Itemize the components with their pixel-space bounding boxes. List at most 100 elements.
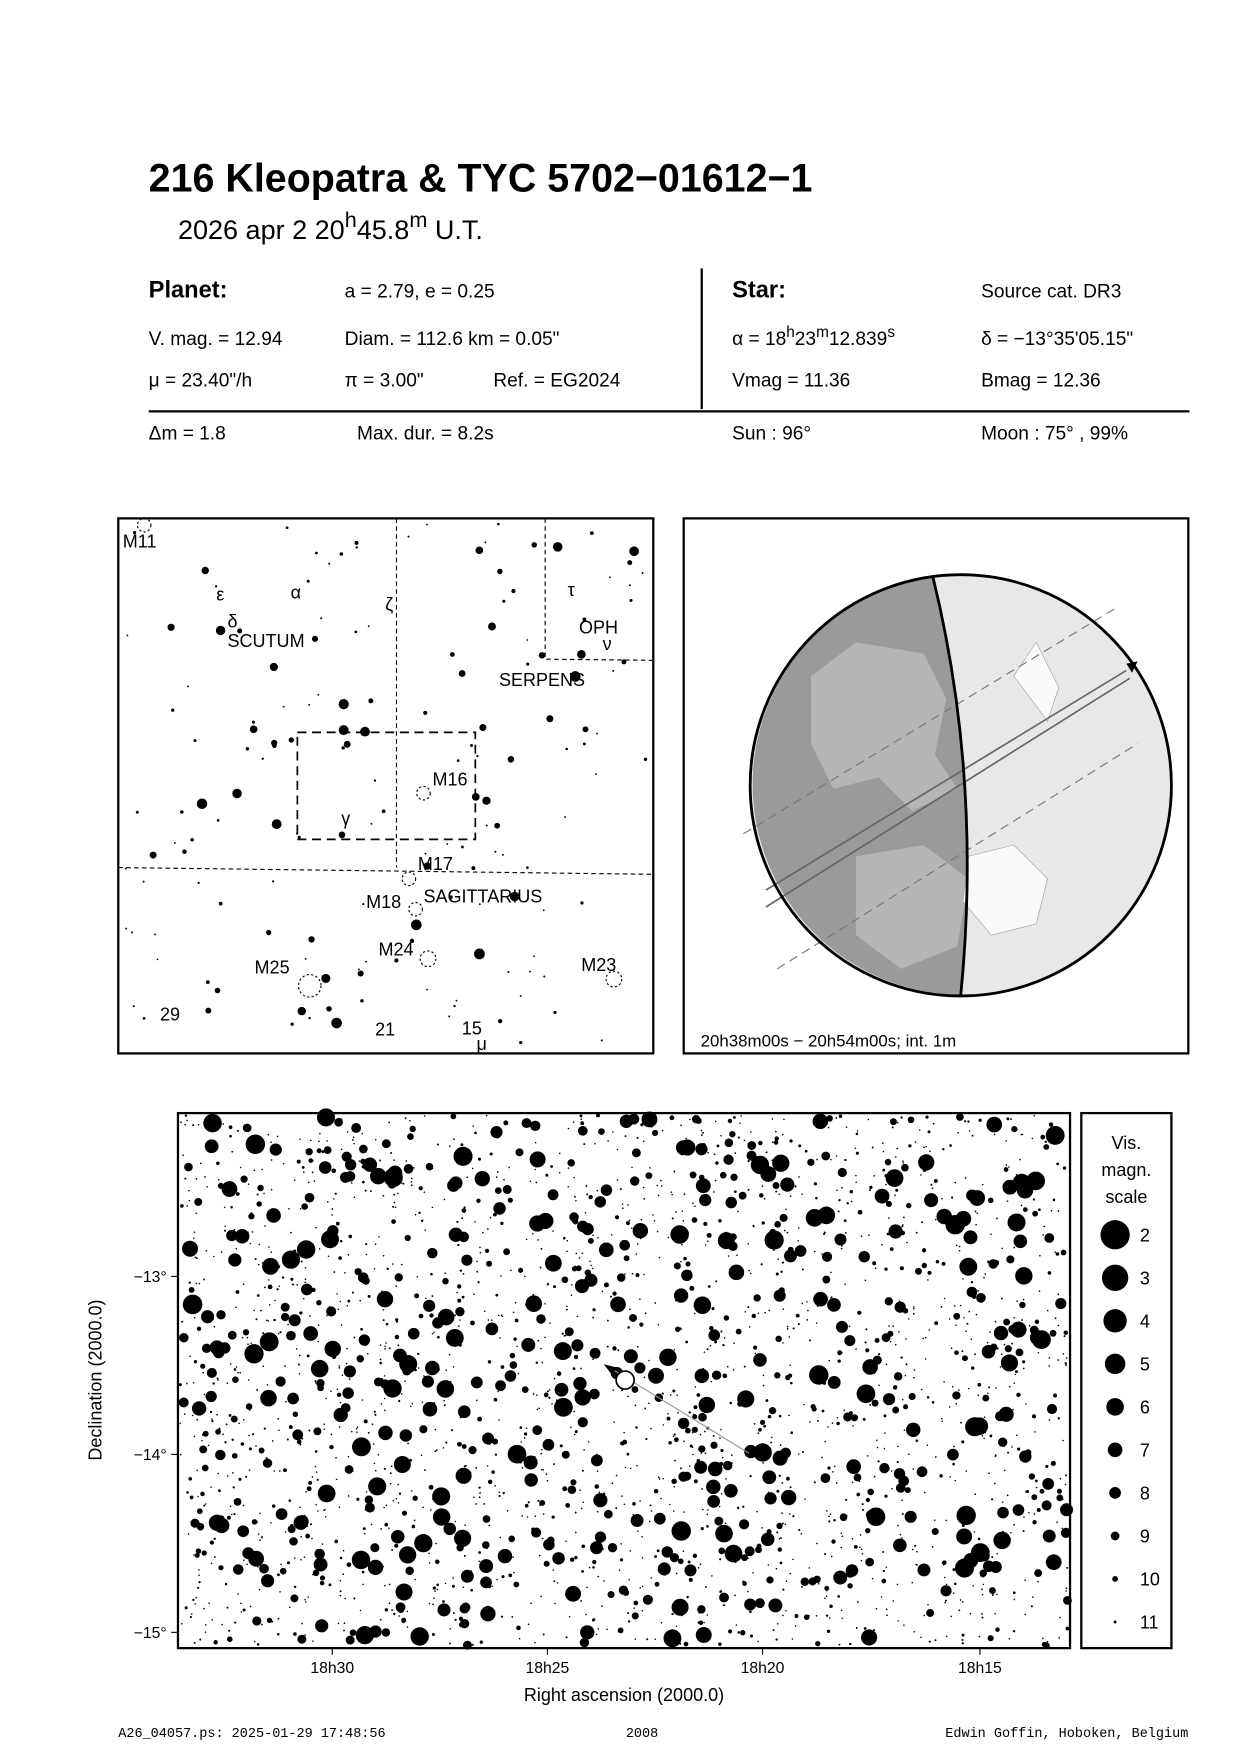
star bbox=[711, 1370, 722, 1380]
star bbox=[393, 1456, 411, 1474]
star bbox=[1024, 1613, 1027, 1616]
star bbox=[753, 1345, 758, 1350]
star bbox=[553, 1010, 557, 1014]
star bbox=[203, 1278, 206, 1281]
star bbox=[436, 1588, 439, 1591]
star bbox=[776, 1489, 780, 1493]
star bbox=[196, 1508, 203, 1515]
star bbox=[424, 852, 427, 855]
star bbox=[484, 541, 487, 544]
star bbox=[940, 1220, 943, 1223]
star bbox=[315, 1619, 329, 1633]
star bbox=[230, 1206, 233, 1209]
star bbox=[778, 1414, 782, 1418]
star bbox=[630, 1514, 644, 1527]
star bbox=[246, 1336, 249, 1339]
star bbox=[725, 1478, 727, 1480]
star bbox=[339, 552, 344, 556]
star bbox=[425, 1360, 440, 1376]
star bbox=[457, 1298, 462, 1303]
star bbox=[758, 1427, 762, 1432]
star bbox=[588, 1566, 591, 1569]
star bbox=[261, 757, 264, 760]
star bbox=[204, 1175, 206, 1178]
star bbox=[581, 1223, 594, 1236]
star bbox=[539, 1266, 542, 1269]
finder-label: M17 bbox=[418, 854, 453, 874]
star bbox=[903, 1429, 906, 1431]
star bbox=[213, 1537, 216, 1540]
star bbox=[994, 1612, 996, 1615]
star bbox=[943, 1576, 946, 1579]
star bbox=[394, 1334, 400, 1340]
finder-label: M25 bbox=[255, 957, 290, 977]
star bbox=[902, 1224, 904, 1226]
star bbox=[882, 1551, 885, 1554]
star bbox=[391, 1548, 394, 1551]
star bbox=[861, 1508, 865, 1511]
star bbox=[623, 1255, 630, 1262]
star bbox=[619, 1114, 634, 1128]
star bbox=[1063, 1335, 1066, 1338]
star bbox=[268, 1279, 270, 1281]
star bbox=[890, 1470, 893, 1472]
star bbox=[734, 1152, 737, 1155]
star bbox=[960, 1421, 962, 1424]
star bbox=[859, 1534, 862, 1536]
star bbox=[768, 1598, 783, 1613]
star bbox=[617, 1627, 624, 1634]
star bbox=[824, 1440, 826, 1443]
star bbox=[950, 1615, 953, 1618]
star bbox=[351, 1550, 371, 1570]
star bbox=[460, 1569, 474, 1583]
star bbox=[507, 756, 515, 763]
star bbox=[271, 1620, 274, 1623]
star bbox=[384, 1409, 386, 1412]
star bbox=[931, 1401, 935, 1404]
star bbox=[351, 1123, 362, 1133]
star bbox=[398, 1615, 400, 1617]
text-part: h bbox=[786, 323, 795, 340]
star bbox=[201, 1550, 207, 1556]
star bbox=[821, 1253, 823, 1255]
star bbox=[993, 1133, 996, 1136]
star bbox=[423, 1191, 426, 1193]
star bbox=[409, 1119, 411, 1122]
text-part: 2026 apr 2 20 bbox=[178, 215, 345, 245]
star bbox=[572, 1121, 575, 1123]
star bbox=[882, 1569, 885, 1573]
star bbox=[281, 1276, 285, 1279]
star bbox=[648, 1520, 651, 1523]
star bbox=[452, 1366, 455, 1368]
star bbox=[673, 1262, 681, 1270]
star bbox=[542, 909, 545, 912]
star bbox=[323, 1428, 326, 1430]
star bbox=[479, 1492, 481, 1494]
scale-title: scale bbox=[1105, 1187, 1147, 1207]
star bbox=[747, 1141, 757, 1150]
star bbox=[402, 1182, 405, 1185]
star bbox=[293, 1557, 296, 1559]
star bbox=[248, 1447, 252, 1451]
star bbox=[718, 1547, 726, 1555]
star bbox=[813, 1575, 821, 1584]
star bbox=[798, 1176, 800, 1178]
star bbox=[729, 1401, 733, 1405]
star bbox=[941, 1197, 943, 1200]
star bbox=[680, 1124, 682, 1127]
star bbox=[544, 1303, 546, 1305]
star bbox=[182, 849, 187, 854]
star bbox=[214, 585, 218, 588]
star bbox=[647, 1402, 650, 1405]
star bbox=[798, 1144, 802, 1148]
star bbox=[418, 1186, 423, 1191]
star bbox=[692, 1202, 694, 1204]
scale-label: 3 bbox=[1140, 1269, 1150, 1289]
star bbox=[401, 1617, 407, 1623]
star bbox=[228, 1125, 233, 1130]
star bbox=[737, 1210, 739, 1213]
star bbox=[408, 1589, 411, 1591]
star bbox=[513, 1581, 520, 1588]
star bbox=[628, 1219, 631, 1222]
